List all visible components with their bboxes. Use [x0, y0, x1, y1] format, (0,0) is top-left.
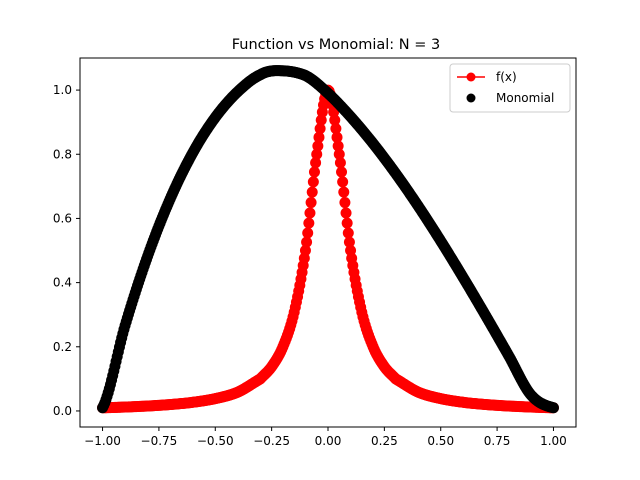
x-tick-label: −1.00 [84, 434, 121, 448]
data-point [313, 131, 325, 143]
data-point [547, 402, 559, 414]
data-point [332, 140, 344, 152]
data-point [299, 245, 311, 257]
legend-fx-marker [466, 72, 476, 82]
data-point [339, 197, 351, 209]
data-point [302, 227, 314, 239]
x-tick-label: 1.00 [540, 434, 567, 448]
x-axis: −1.00 −0.75 −0.50 −0.25 0.00 0.25 0.50 0.75 1.00 [84, 427, 567, 448]
data-point [341, 217, 353, 229]
data-point [329, 114, 341, 126]
x-tick-label: 0.50 [427, 434, 454, 448]
series-monomial [97, 65, 559, 414]
y-axis: 0.0 0.2 0.4 0.6 0.8 1.0 [53, 83, 80, 418]
x-tick-label: −0.50 [197, 434, 234, 448]
data-point [333, 148, 345, 160]
y-tick-label: 0.0 [53, 404, 72, 418]
legend-monomial-marker [466, 93, 476, 103]
legend-fx-label: f(x) [496, 70, 517, 84]
legend-monomial-label: Monomial [496, 91, 554, 105]
y-tick-label: 0.8 [53, 147, 72, 161]
data-point [307, 176, 319, 188]
data-point [310, 157, 322, 169]
data-point [311, 148, 323, 160]
x-tick-label: −0.75 [141, 434, 178, 448]
series-fx [97, 84, 559, 414]
y-tick-label: 1.0 [53, 83, 72, 97]
data-point [301, 236, 313, 248]
legend: f(x) Monomial [449, 63, 571, 113]
series-line [102, 89, 554, 409]
x-tick-label: 0.25 [371, 434, 398, 448]
data-point [338, 186, 350, 198]
data-point [336, 166, 348, 178]
y-tick-label: 0.6 [53, 211, 72, 225]
data-point [342, 227, 354, 239]
x-tick-label: −0.25 [253, 434, 290, 448]
data-point [306, 186, 318, 198]
y-tick-label: 0.2 [53, 340, 72, 354]
y-tick-label: 0.4 [53, 276, 72, 290]
data-point [314, 123, 326, 135]
x-tick-label: 0.75 [484, 434, 511, 448]
data-point [340, 207, 352, 219]
chart-title: Function vs Monomial: N = 3 [232, 37, 440, 53]
data-point [334, 157, 346, 169]
data-point [305, 197, 317, 209]
data-point [330, 123, 342, 135]
data-point [308, 166, 320, 178]
plot-area [97, 65, 559, 414]
data-point [303, 217, 315, 229]
data-point [343, 236, 355, 248]
data-point [304, 207, 316, 219]
legend-box [449, 63, 571, 113]
data-point [337, 176, 349, 188]
data-point [331, 131, 343, 143]
x-tick-label: 0.00 [315, 434, 342, 448]
data-point [312, 140, 324, 152]
